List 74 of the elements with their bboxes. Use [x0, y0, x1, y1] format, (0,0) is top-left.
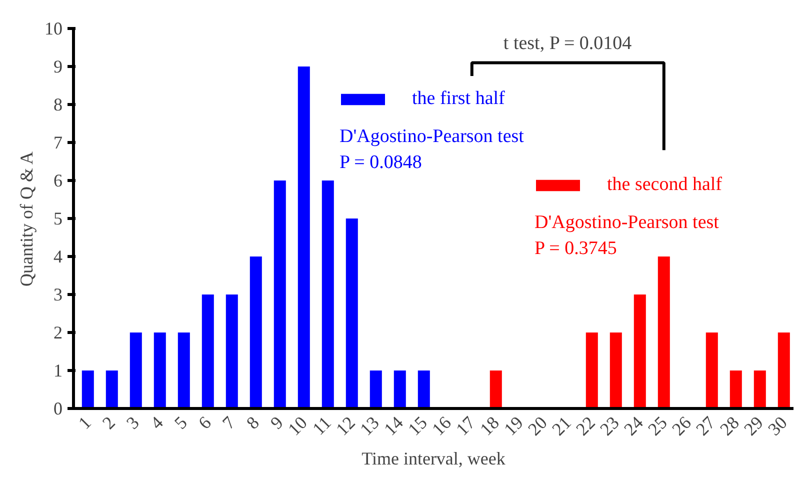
x-tick-label: 18 [476, 412, 503, 440]
x-tick-label: 8 [242, 412, 263, 433]
bar [322, 180, 334, 408]
x-tick-label: 5 [170, 412, 191, 433]
y-tick-label: 4 [54, 246, 62, 266]
bar [730, 370, 742, 408]
x-axis-title: Time interval, week [362, 448, 506, 469]
x-tick-label: 29 [740, 412, 767, 440]
y-axis-title: Quantity of Q & A [16, 151, 36, 286]
x-tick-label: 16 [428, 412, 455, 440]
x-tick-label: 21 [548, 412, 575, 440]
y-tick-label: 3 [54, 284, 62, 304]
bar [586, 332, 598, 408]
bar [706, 332, 718, 408]
bar [418, 370, 430, 408]
x-tick-label: 23 [596, 412, 623, 440]
bar [274, 180, 286, 408]
bar [130, 332, 142, 408]
x-tick-label: 4 [146, 412, 167, 433]
y-tick-label: 2 [54, 322, 62, 342]
x-tick-label: 25 [644, 412, 671, 440]
y-tick-label: 1 [54, 360, 62, 380]
x-tick-label: 10 [284, 412, 311, 440]
bar [178, 332, 190, 408]
x-tick-label: 20 [524, 412, 551, 440]
bar [490, 370, 502, 408]
bar [634, 294, 646, 408]
y-tick-label: 5 [54, 208, 62, 228]
x-tick-label: 14 [380, 412, 407, 440]
y-tick-label: 10 [44, 18, 62, 38]
bar [154, 332, 166, 408]
x-tick-label: 27 [692, 412, 719, 440]
x-tick-label: 2 [98, 412, 119, 433]
legend-label: the second half [607, 174, 722, 196]
x-tick-label: 6 [194, 412, 215, 433]
bar [346, 218, 358, 408]
bar [250, 256, 262, 408]
bar [658, 256, 670, 408]
bar [202, 294, 214, 408]
y-tick-label: 9 [54, 56, 62, 76]
x-tick-label: 28 [716, 412, 743, 440]
x-tick-label: 15 [404, 412, 431, 440]
bar [106, 370, 118, 408]
x-tick-label: 24 [620, 412, 647, 440]
annotation: P = 0.3745 [534, 238, 617, 259]
x-tick-label: 22 [572, 412, 599, 440]
annotation: P = 0.0848 [340, 152, 422, 173]
bar [298, 66, 310, 408]
bar [754, 370, 766, 408]
y-tick-label: 6 [54, 170, 62, 190]
bar [778, 332, 790, 408]
x-tick-label: 9 [266, 412, 287, 433]
annotation: t test, P = 0.0104 [503, 33, 632, 54]
x-tick-label: 7 [218, 412, 239, 433]
annotation: D'Agostino-Pearson test [340, 126, 525, 147]
x-tick-label: 19 [500, 412, 527, 440]
legend-label: the first half [412, 88, 505, 110]
bar [370, 370, 382, 408]
x-tick-label: 11 [308, 412, 335, 439]
x-tick-label: 3 [122, 412, 143, 433]
y-tick-label: 0 [54, 398, 62, 418]
y-tick-label: 8 [54, 94, 62, 114]
y-tick-label: 7 [54, 132, 62, 152]
annotation: D'Agostino-Pearson test [534, 212, 720, 233]
x-tick-label: 12 [332, 412, 359, 440]
x-tick-label: 26 [668, 412, 695, 440]
bar [610, 332, 622, 408]
x-tick-label: 13 [356, 412, 383, 440]
bar [226, 294, 238, 408]
x-tick-label: 17 [452, 412, 479, 440]
bar [82, 370, 94, 408]
x-tick-label: 30 [764, 412, 791, 440]
x-tick-label: 1 [74, 412, 95, 433]
bar [394, 370, 406, 408]
